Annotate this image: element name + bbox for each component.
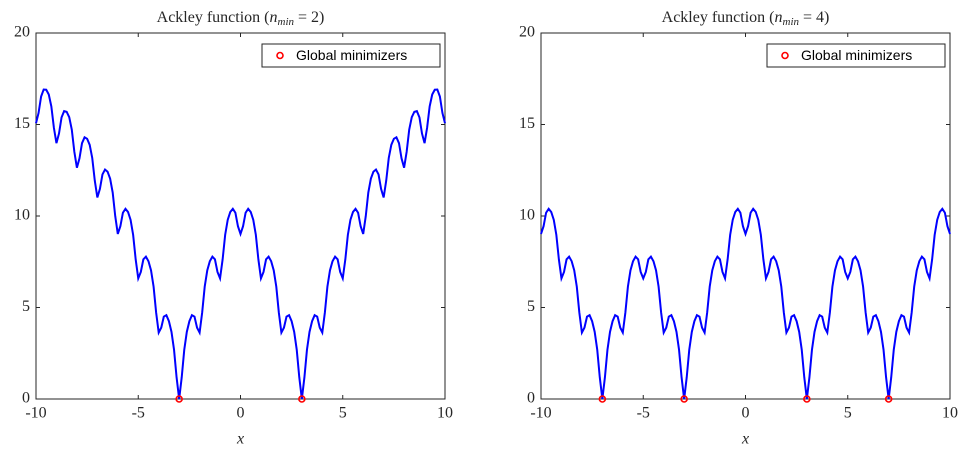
- y-tick-label: 15: [519, 115, 535, 132]
- x-tick-label: -10: [530, 405, 551, 422]
- legend-label: Global minimizers: [296, 47, 407, 63]
- axes-box: [540, 32, 951, 400]
- x-tick-label: 5: [844, 405, 852, 422]
- legend-marker: [781, 51, 789, 60]
- y-tick-label: 5: [527, 298, 535, 315]
- legend-box: [766, 43, 946, 68]
- minimizer-marker: [175, 395, 183, 403]
- minimizer-marker: [803, 395, 811, 403]
- legend-marker: [276, 51, 284, 60]
- x-tick-label: -5: [637, 405, 650, 422]
- y-tick-label: 20: [519, 24, 535, 41]
- y-tick-label: 0: [527, 390, 535, 407]
- curve: [35, 88, 446, 400]
- x-tick-label: 10: [942, 405, 958, 422]
- x-tick-label: 5: [339, 405, 347, 422]
- x-tick-label: -5: [132, 405, 145, 422]
- chart-title: Ackley function (nmin = 4): [662, 9, 830, 28]
- y-tick-label: 5: [22, 298, 30, 315]
- curve: [540, 207, 951, 400]
- chart-title: Ackley function (nmin = 2): [157, 9, 325, 28]
- y-tick-label: 10: [14, 207, 30, 224]
- x-axis-label: x: [236, 431, 244, 448]
- minimizer-marker: [598, 395, 607, 403]
- legend-label: Global minimizers: [801, 47, 912, 63]
- minimizer-marker: [680, 395, 688, 403]
- minimizer-marker: [298, 395, 306, 403]
- y-tick-label: 0: [22, 390, 30, 407]
- x-tick-label: 0: [742, 405, 750, 422]
- x-axis-label: x: [741, 431, 749, 448]
- axes-box: [35, 32, 446, 400]
- minimizer-marker: [884, 395, 893, 403]
- legend-box: [261, 43, 441, 68]
- x-tick-label: 0: [237, 405, 245, 422]
- x-tick-label: 10: [437, 405, 453, 422]
- x-tick-label: -10: [25, 405, 46, 422]
- y-tick-label: 20: [14, 24, 30, 41]
- y-tick-label: 15: [14, 115, 30, 132]
- y-tick-label: 10: [519, 207, 535, 224]
